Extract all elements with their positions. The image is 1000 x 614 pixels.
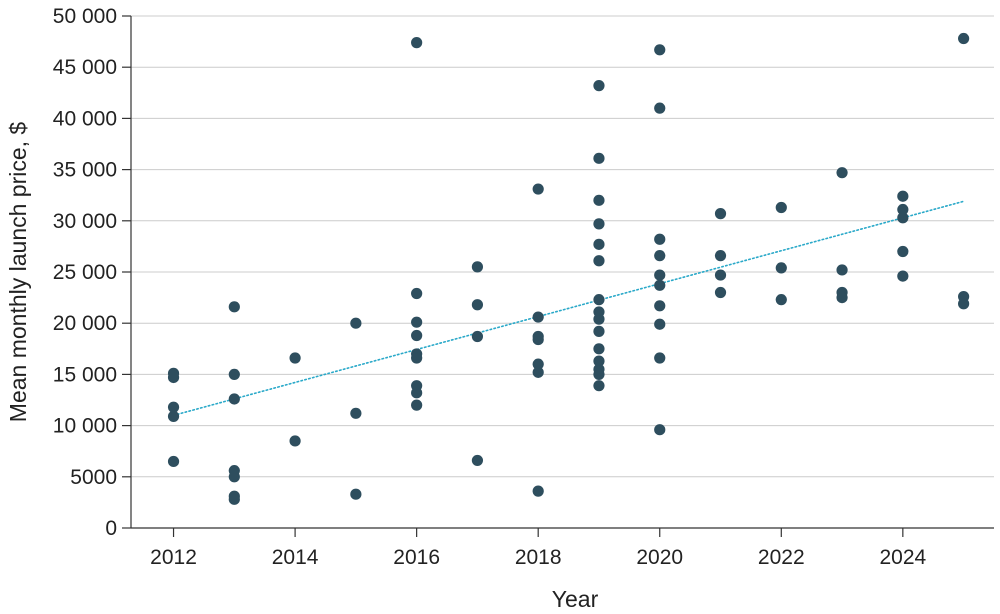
data-point <box>532 311 544 323</box>
y-axis-title: Mean monthly launch price, $ <box>5 122 31 423</box>
y-tick-label: 0 <box>105 517 117 540</box>
data-point <box>593 218 605 230</box>
data-point <box>654 269 666 281</box>
data-point <box>593 355 605 367</box>
data-point <box>654 279 666 291</box>
data-point <box>897 245 909 258</box>
x-tick-label: 2024 <box>879 546 926 569</box>
data-point <box>167 401 180 413</box>
data-point <box>593 368 605 380</box>
data-point <box>593 255 605 267</box>
data-point <box>654 250 666 262</box>
data-point <box>593 294 605 306</box>
x-tick-label: 2014 <box>272 546 319 569</box>
data-point <box>775 262 787 274</box>
data-point <box>958 298 970 310</box>
data-point <box>532 333 544 346</box>
data-point <box>228 493 240 505</box>
data-point <box>471 330 484 343</box>
data-point <box>714 269 727 281</box>
data-point <box>836 292 848 304</box>
y-tick-label: 25 000 <box>53 261 117 284</box>
data-point <box>411 316 423 328</box>
y-tick-label: 30 000 <box>53 210 117 233</box>
data-point <box>228 393 240 405</box>
data-point <box>654 233 666 245</box>
data-point <box>654 318 666 330</box>
x-tick-label: 2016 <box>393 546 440 569</box>
data-point <box>532 183 544 195</box>
data-point <box>350 488 362 500</box>
data-point <box>411 387 423 399</box>
y-tick-label: 5000 <box>70 466 117 489</box>
data-point <box>289 435 301 447</box>
data-point <box>167 371 180 384</box>
data-point <box>471 261 484 273</box>
trendline-group <box>172 200 965 417</box>
y-tick-label: 50 000 <box>53 5 117 28</box>
y-tick-label: 40 000 <box>53 107 117 130</box>
data-point <box>654 44 666 56</box>
data-point <box>411 329 423 342</box>
y-tick-label: 20 000 <box>53 312 117 335</box>
data-point <box>958 32 970 45</box>
data-point <box>593 238 605 250</box>
data-point <box>228 301 240 313</box>
data-point <box>532 485 544 497</box>
x-tick-label: 2012 <box>150 546 197 569</box>
data-point <box>167 455 180 468</box>
y-tick-label: 35 000 <box>53 159 117 182</box>
data-point <box>593 194 605 206</box>
data-point <box>897 270 909 282</box>
x-axis: 2012 2014 2016 2018 2020 2022 2024 <box>131 527 994 569</box>
data-point <box>593 152 605 164</box>
data-point <box>593 325 605 337</box>
data-point <box>411 37 423 49</box>
data-point <box>897 190 909 202</box>
data-point <box>897 203 909 216</box>
data-point <box>289 352 301 364</box>
data-point <box>714 208 727 220</box>
y-axis: 0 5000 10 000 15 000 20 000 25 000 30 000 35 00… <box>53 5 132 540</box>
x-axis-title: Year <box>552 586 599 612</box>
data-point <box>532 358 544 370</box>
data-point <box>411 399 423 411</box>
data-point <box>167 410 180 422</box>
data-point <box>411 287 423 300</box>
data-points <box>167 32 970 505</box>
x-tick-label: 2020 <box>636 546 683 569</box>
data-point <box>593 380 605 392</box>
data-point <box>836 167 848 179</box>
data-point <box>350 317 362 329</box>
data-point <box>775 201 787 214</box>
data-point <box>654 352 666 364</box>
data-point <box>532 366 544 378</box>
data-point <box>593 80 605 92</box>
data-point <box>593 313 605 325</box>
y-tick-label: 15 000 <box>53 363 117 386</box>
data-point <box>897 212 909 224</box>
data-point <box>228 368 240 380</box>
x-tick-label: 2022 <box>758 546 805 569</box>
data-point <box>593 343 605 355</box>
data-point <box>654 300 666 312</box>
data-point <box>411 352 423 364</box>
gridlines <box>131 15 994 478</box>
data-point <box>228 471 240 483</box>
data-point <box>714 286 727 299</box>
trendline <box>172 200 965 417</box>
data-point <box>836 264 848 276</box>
data-point <box>775 294 787 306</box>
data-point <box>714 250 727 262</box>
y-tick-label: 45 000 <box>53 56 117 79</box>
data-point <box>350 407 362 419</box>
data-point <box>654 424 666 436</box>
y-tick-label: 10 000 <box>53 415 117 438</box>
data-point <box>654 102 666 114</box>
data-point <box>471 454 484 467</box>
data-point <box>471 299 484 311</box>
x-tick-label: 2018 <box>515 546 562 569</box>
